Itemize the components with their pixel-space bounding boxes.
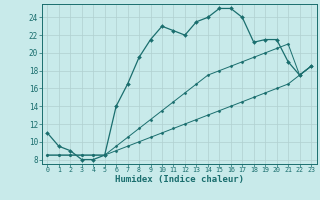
X-axis label: Humidex (Indice chaleur): Humidex (Indice chaleur) (115, 175, 244, 184)
